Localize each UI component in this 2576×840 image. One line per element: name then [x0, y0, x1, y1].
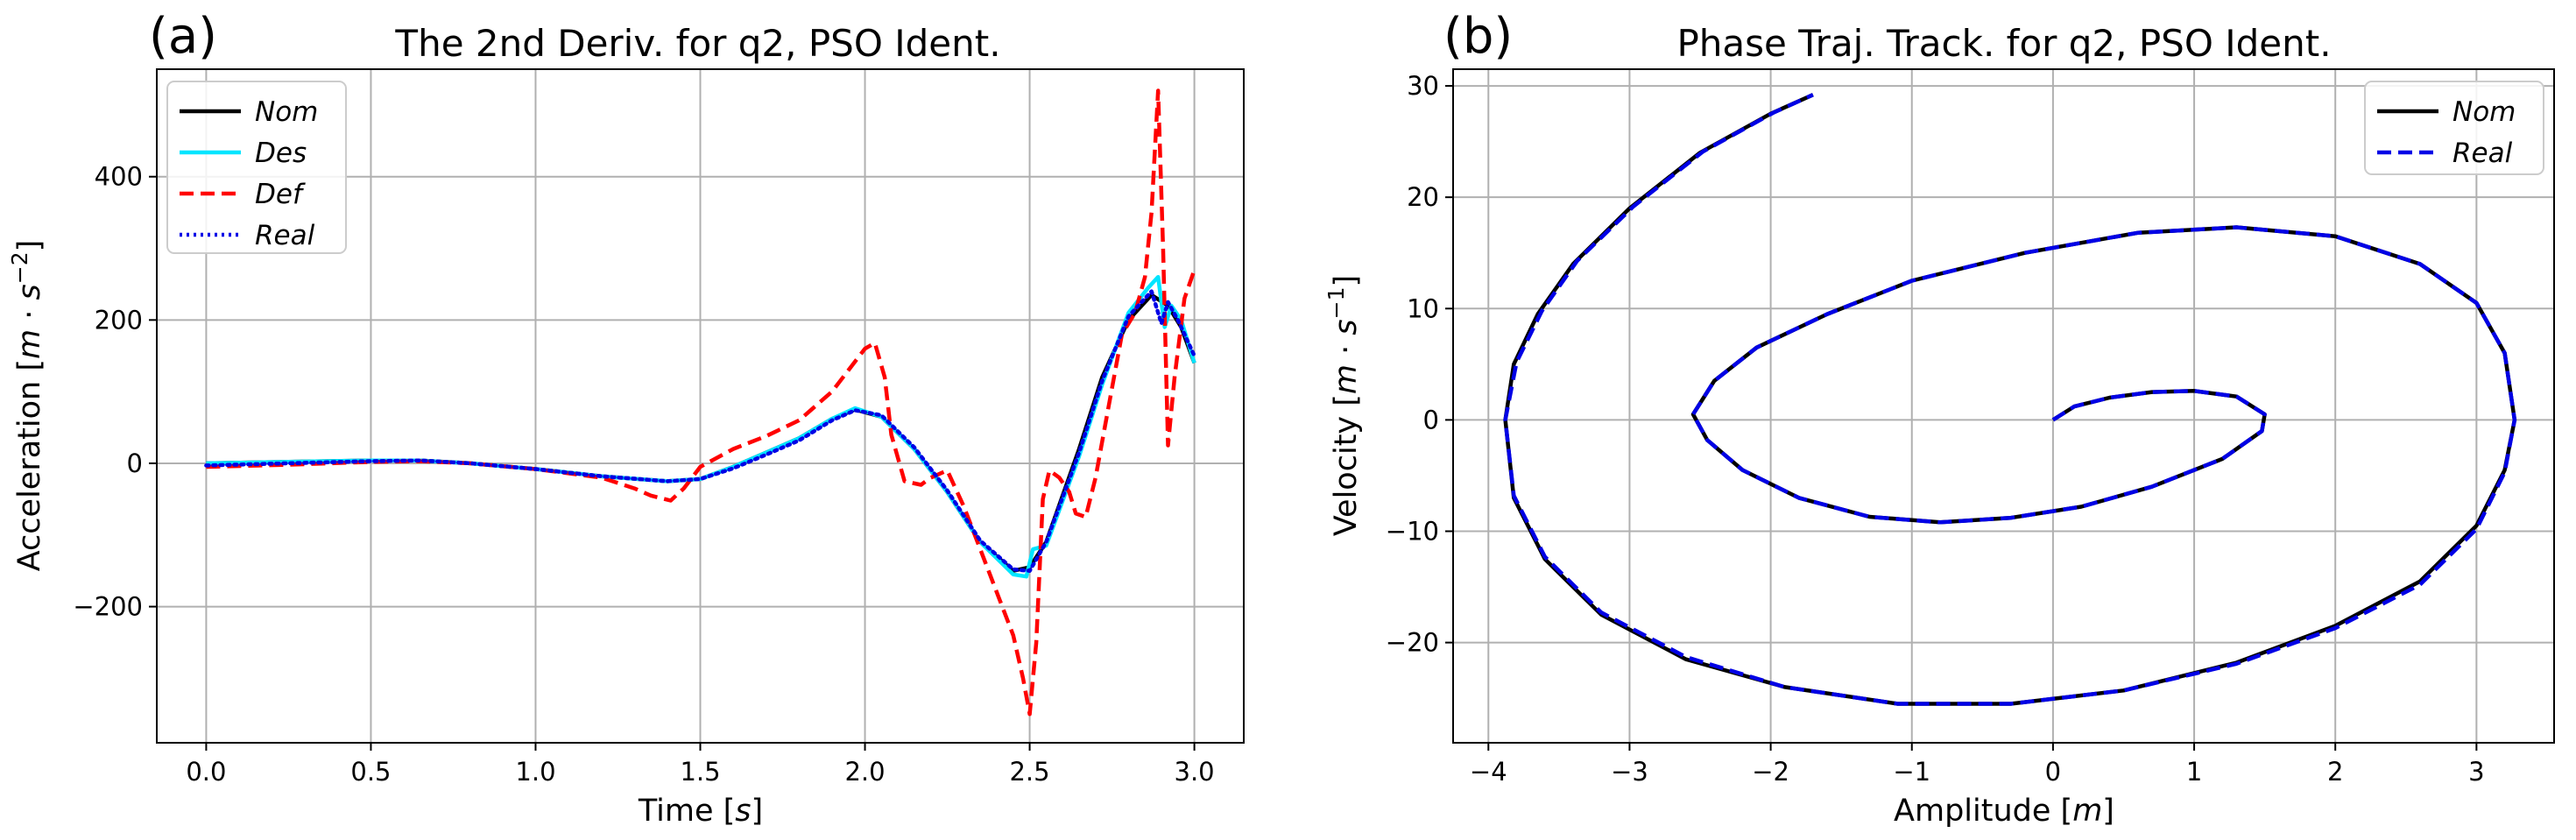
series-def-line — [206, 88, 1196, 716]
x-tick-label: 1.5 — [680, 757, 720, 787]
series-nom-line — [1503, 93, 2517, 706]
series-real-line — [204, 289, 1196, 573]
y-tick-label: 30 — [1407, 71, 1439, 101]
x-tick-label: 3.0 — [1175, 757, 1215, 787]
legend-def-label: Def — [255, 179, 306, 210]
legend-real-label: Real — [2452, 138, 2513, 169]
x-tick-label: 1 — [2186, 757, 2202, 787]
y-tick-label: 0 — [127, 448, 143, 478]
panel-a-chart: (a) The 2nd Deriv. for q2, PSO Ident. 0.… — [7, 8, 1245, 829]
y-tick-label: 20 — [1407, 182, 1439, 212]
y-tick-label: 200 — [95, 305, 143, 335]
panel-b-chart: (b) Phase Traj. Track. for q2, PSO Ident… — [1323, 8, 2555, 829]
legend-real-label: Real — [255, 220, 315, 251]
legend-box — [166, 81, 347, 254]
panel-b-title: Phase Traj. Track. for q2, PSO Ident. — [1676, 22, 2331, 65]
panel-b-legend: Nom Real — [2364, 81, 2544, 175]
legend-nom-label: Nom — [2452, 96, 2516, 128]
x-tick-label: −4 — [1470, 757, 1507, 787]
panel-a-x-ticks: 0.0 0.5 1.0 1.5 2.0 2.5 3.0 — [186, 743, 1215, 787]
panel-a-title: The 2nd Deriv. for q2, PSO Ident. — [394, 22, 1000, 65]
x-tick-label: 0.0 — [186, 757, 226, 787]
x-tick-label: 1.0 — [515, 757, 555, 787]
y-tick-label: 10 — [1407, 293, 1439, 323]
x-tick-label: 2.0 — [844, 757, 885, 787]
panel-b-frame — [1452, 68, 2555, 744]
x-tick-label: −3 — [1611, 757, 1648, 787]
x-tick-label: 0 — [2045, 757, 2061, 787]
y-tick-label: −20 — [1386, 628, 1439, 658]
x-tick-label: 0.5 — [350, 757, 391, 787]
panel-b-label: (b) — [1443, 8, 1513, 65]
series-real-line — [1503, 93, 2517, 706]
panel-a-label: (a) — [149, 8, 217, 65]
y-tick-label: −200 — [73, 592, 143, 622]
panel-a-x-label: Time [s] — [638, 794, 763, 829]
x-tick-label: −1 — [1893, 757, 1930, 787]
legend-nom-label: Nom — [255, 96, 318, 128]
panel-b-y-ticks: −20 −10 0 10 20 30 — [1386, 71, 1453, 658]
panel-b-x-label: Amplitude [m] — [1894, 794, 2114, 829]
panel-b-x-ticks: −4 −3 −2 −1 0 1 2 3 — [1470, 743, 2485, 787]
legend-des-label: Des — [255, 138, 307, 169]
y-tick-label: −10 — [1386, 516, 1439, 546]
panel-a-y-label: Acceleration [m · s−2] — [7, 240, 47, 572]
x-tick-label: 2 — [2327, 757, 2343, 787]
panel-b-y-label: Velocity [m · s−1] — [1323, 275, 1364, 536]
x-tick-label: 2.5 — [1009, 757, 1049, 787]
y-tick-label: 400 — [95, 162, 143, 192]
panel-a-y-ticks: −200 0 200 400 — [73, 162, 157, 622]
x-tick-label: 3 — [2468, 757, 2484, 787]
panel-a-legend: Nom Des Def Real — [166, 81, 347, 254]
panel-b-series — [1503, 93, 2517, 706]
y-tick-label: 0 — [1423, 405, 1439, 434]
x-tick-label: −2 — [1752, 757, 1789, 787]
panel-a-series — [204, 88, 1196, 716]
